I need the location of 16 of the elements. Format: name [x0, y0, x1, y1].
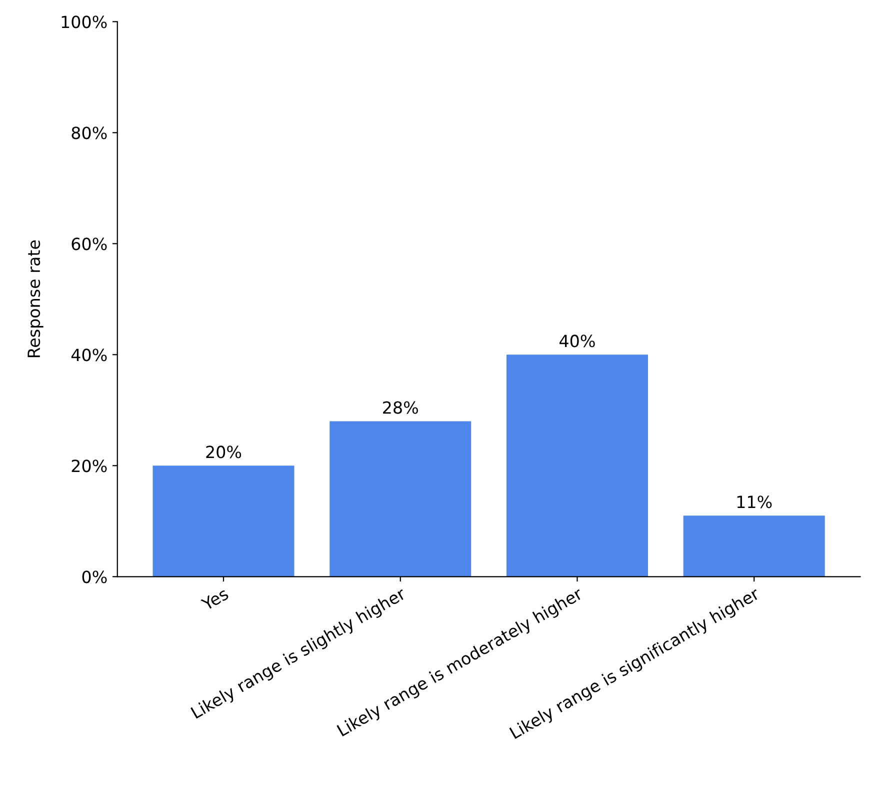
y-tick-label: 0%: [82, 570, 107, 584]
y-tick-label: 60%: [72, 238, 107, 250]
data-label: 40%: [560, 334, 595, 348]
y-tick-label: 100%: [62, 16, 107, 28]
x-tick-label: Yes: [200, 587, 230, 612]
data-label: 28%: [383, 401, 418, 414]
bar: [330, 421, 472, 577]
y-tick-label: 80%: [72, 126, 107, 140]
bar: [683, 516, 825, 577]
bar: [506, 354, 648, 577]
data-label: 11%: [737, 496, 772, 508]
y-tick-label: 20%: [72, 460, 107, 472]
data-label: 20%: [206, 446, 242, 458]
y-axis-title: Response rate: [28, 240, 44, 358]
y-tick-label: 40%: [71, 348, 107, 362]
bar: [152, 466, 294, 577]
